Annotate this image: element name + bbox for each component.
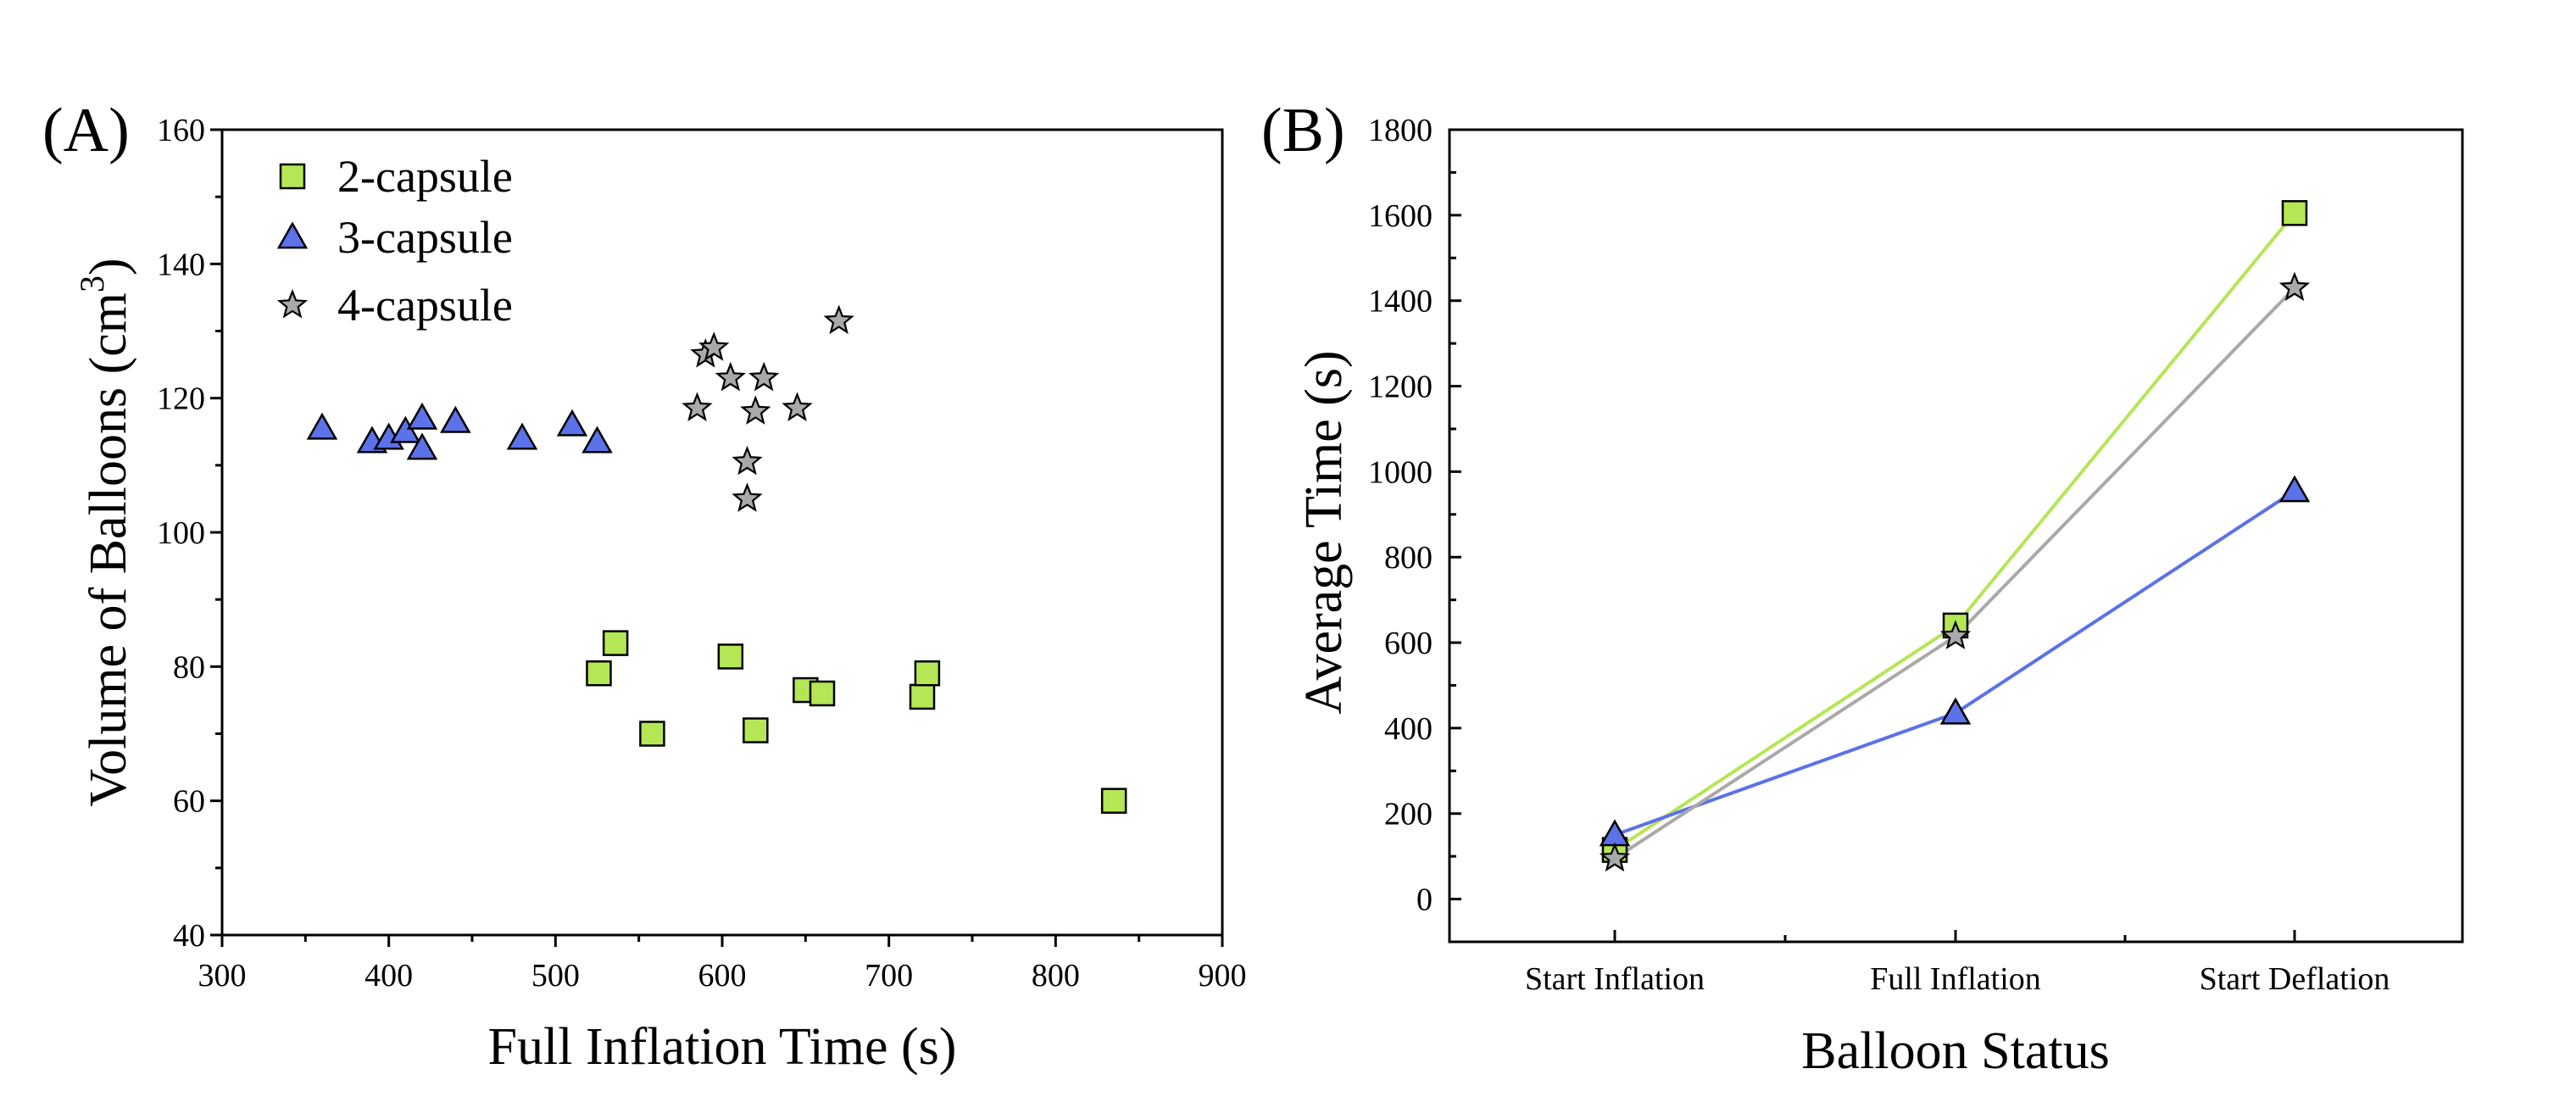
panel-a-point-4-capsule bbox=[748, 361, 780, 392]
panel-a-point-2-capsule bbox=[743, 717, 769, 743]
panel-a-point-2-capsule bbox=[914, 660, 941, 687]
panel-a-ticks bbox=[210, 128, 1224, 947]
panel-b-point-4-capsule bbox=[1939, 620, 1972, 649]
panel-a: (A) 300 400 500 600 700 800 900 40 60 80 100 120 14… bbox=[42, 96, 1247, 1076]
panel-b-point-4-capsule bbox=[2278, 271, 2311, 302]
panel-a-point-3-capsule bbox=[556, 409, 588, 437]
legend-label-4-capsule: 4-capsule bbox=[337, 280, 513, 331]
panel-a-point-2-capsule bbox=[909, 683, 936, 710]
panel-b-y-tick-labels: 0 200 400 600 800 1000 1200 1400 1600 1800 bbox=[1368, 113, 1433, 918]
panel-a-point-4-capsule bbox=[732, 482, 763, 512]
legend-label-3-capsule: 3-capsule bbox=[337, 212, 513, 263]
panel-b: (B) Start Inflation Full Inflation Start D… bbox=[1261, 96, 2464, 1080]
panel-b-y-tick-label: 1600 bbox=[1368, 198, 1433, 234]
panel-b-x-tick-labels: Start Inflation Full Inflation Start Defla… bbox=[1525, 961, 2390, 997]
panel-b-y-tick-label: 1400 bbox=[1368, 284, 1433, 320]
panel-b-y-axis-title-group: Average Time (s) bbox=[1295, 350, 1353, 714]
panel-a-point-3-capsule bbox=[390, 415, 421, 443]
panel-a-x-tick-label: 700 bbox=[865, 958, 913, 994]
panel-b-y-axis-title: Average Time (s) bbox=[1295, 350, 1353, 714]
legend-marker-2-capsule bbox=[279, 163, 306, 190]
panel-a-y-tick-labels: 40 60 80 100 120 140 160 bbox=[157, 113, 205, 954]
panel-b-point-2-capsule bbox=[2281, 200, 2308, 226]
panel-a-point-2-capsule bbox=[586, 660, 612, 687]
legend-marker-4-capsule bbox=[276, 288, 309, 319]
panel-b-ticks bbox=[1449, 128, 2296, 942]
panel-b-y-tick-label: 1200 bbox=[1368, 370, 1433, 405]
panel-a-point-4-capsule bbox=[823, 304, 854, 335]
panel-b-label: (B) bbox=[1261, 96, 1345, 165]
panel-a-point-4-capsule bbox=[682, 392, 713, 422]
legend-marker-2-capsule bbox=[279, 163, 306, 190]
panel-b-y-tick-label: 1000 bbox=[1368, 454, 1433, 490]
panel-b-x-tick-label: Full Inflation bbox=[1870, 961, 2041, 997]
panel-a-point-3-capsule bbox=[306, 412, 338, 440]
panel-a-x-tick-label: 400 bbox=[364, 958, 413, 994]
panel-a-point-2-capsule bbox=[809, 680, 836, 707]
panel-b-plot-frame bbox=[1448, 128, 2464, 944]
panel-a-y-tick-label: 100 bbox=[157, 515, 205, 551]
panel-b-line-2-capsule bbox=[1613, 212, 2296, 852]
panel-a-y-tick-label: 40 bbox=[173, 918, 205, 954]
panel-a-x-axis-title: Full Inflation Time (s) bbox=[488, 1018, 957, 1076]
panel-a-point-2-capsule bbox=[602, 630, 629, 656]
panel-a-point-4-capsule bbox=[740, 395, 771, 425]
legend-label-2-capsule: 2-capsule bbox=[337, 151, 513, 202]
legend-marker-3-capsule bbox=[276, 221, 309, 249]
panel-a-label: (A) bbox=[42, 96, 130, 165]
panel-a-y-tick-label: 140 bbox=[157, 247, 205, 282]
panel-a-point-3-capsule bbox=[406, 432, 438, 460]
panel-a-x-tick-label: 300 bbox=[198, 958, 247, 994]
panel-a-point-3-capsule bbox=[581, 426, 613, 454]
panel-b-point-4-capsule bbox=[1599, 842, 1631, 872]
panel-a-point-3-capsule bbox=[406, 402, 438, 430]
panel-a-point-3-capsule bbox=[440, 405, 471, 433]
panel-a-y-axis-title: Volume of Balloons (cm3) bbox=[73, 258, 137, 806]
panel-b-y-tick-label: 600 bbox=[1384, 626, 1433, 661]
panel-a-y-axis-title-superscript: 3 bbox=[73, 276, 111, 292]
panel-a-point-4-capsule bbox=[732, 445, 763, 476]
panel-a-x-tick-labels: 300 400 500 600 700 800 900 bbox=[198, 958, 1247, 994]
panel-b-x-axis-title: Balloon Status bbox=[1801, 1022, 2109, 1080]
panel-a-point-4-capsule bbox=[698, 331, 730, 361]
panel-a-y-tick-label: 60 bbox=[173, 784, 205, 820]
panel-b-x-tick-label: Start Inflation bbox=[1525, 961, 1705, 997]
panel-b-y-tick-label: 200 bbox=[1384, 797, 1433, 832]
panel-b-series-lines bbox=[1613, 212, 2296, 860]
panel-a-x-tick-label: 500 bbox=[531, 958, 580, 994]
panel-b-y-tick-label: 1800 bbox=[1368, 113, 1433, 148]
panel-a-y-tick-label: 160 bbox=[157, 113, 205, 148]
panel-b-y-tick-label: 800 bbox=[1384, 540, 1433, 576]
panel-a-point-4-capsule bbox=[715, 361, 746, 392]
panel-a-point-2-capsule bbox=[639, 721, 665, 747]
panel-a-y-axis-title-main: Volume of Balloons (cm bbox=[80, 292, 137, 807]
panel-a-point-3-capsule bbox=[506, 422, 538, 450]
panel-a-data-points bbox=[306, 304, 1127, 814]
panel-a-x-tick-label: 800 bbox=[1032, 958, 1080, 994]
legend-marker-3-capsule bbox=[276, 221, 309, 249]
panel-a-point-2-capsule bbox=[717, 643, 744, 670]
panel-a-legend: 2-capsule 3-capsule 4-capsule bbox=[276, 151, 513, 331]
panel-a-y-tick-label: 80 bbox=[173, 649, 205, 685]
panel-b-y-tick-label: 400 bbox=[1384, 711, 1433, 747]
panel-b-x-tick-label: Start Deflation bbox=[2200, 961, 2390, 997]
panel-a-point-2-capsule bbox=[1100, 788, 1127, 814]
panel-b-data-points bbox=[1599, 200, 2311, 872]
panel-b-line-4-capsule bbox=[1613, 287, 2296, 860]
panel-b-point-3-capsule bbox=[2278, 475, 2311, 503]
panel-a-point-4-capsule bbox=[782, 392, 813, 422]
panel-a-x-tick-label: 900 bbox=[1199, 958, 1247, 994]
panel-a-y-axis-title-text: Volume of Balloons (cm3) bbox=[73, 258, 137, 806]
legend-marker-4-capsule bbox=[276, 288, 309, 319]
panel-b-y-tick-label: 0 bbox=[1416, 882, 1433, 918]
panel-a-y-tick-label: 120 bbox=[157, 381, 205, 417]
panel-a-x-tick-label: 600 bbox=[698, 958, 747, 994]
panel-b-point-3-capsule bbox=[1939, 697, 1972, 725]
panel-a-y-axis-title-close: ) bbox=[80, 258, 137, 276]
